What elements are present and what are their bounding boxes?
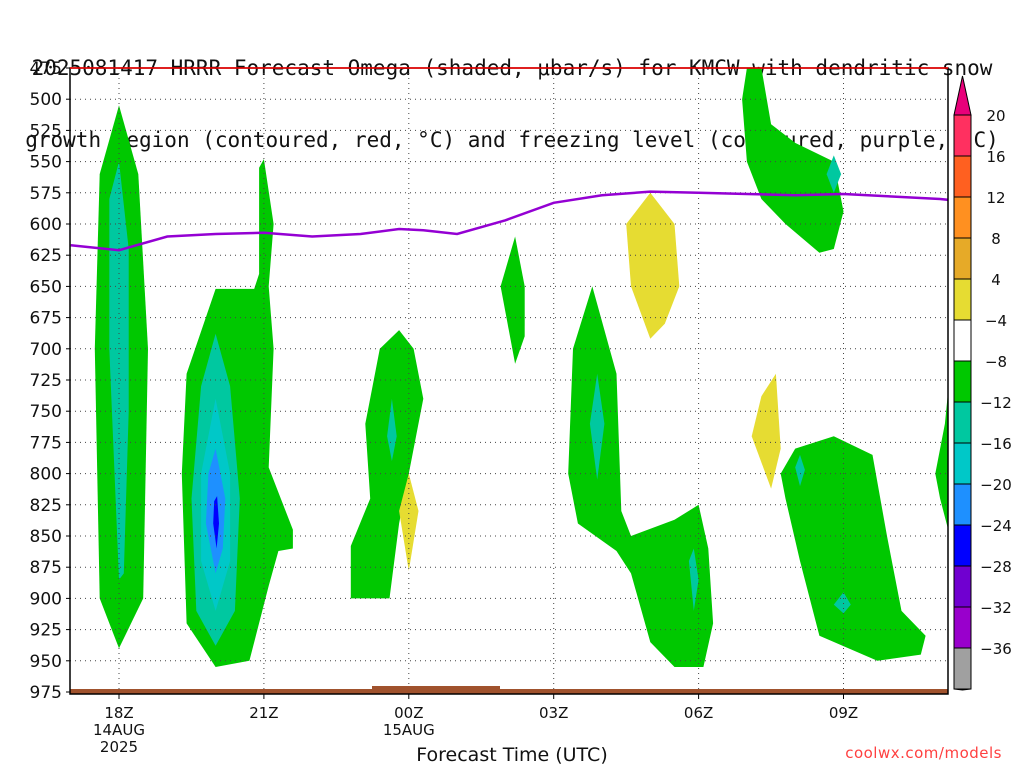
colorbar-box — [953, 524, 972, 567]
colorbar-label: −8 — [985, 353, 1007, 371]
x-tick-label: 18Z — [104, 704, 133, 722]
omega-region-green — [350, 330, 424, 599]
colorbar-label: 8 — [991, 230, 1001, 248]
x-tick-label: 03Z — [539, 704, 568, 722]
omega-region-green — [500, 236, 525, 364]
colorbar-box — [953, 114, 972, 157]
colorbar-box — [953, 196, 972, 239]
omega-region-teal — [833, 592, 851, 614]
colorbar-label: 20 — [986, 107, 1005, 125]
colorbar-box — [953, 483, 972, 526]
title-line-2: growth region (contoured, red, °C) and f… — [25, 128, 999, 152]
y-tick-label: 900 — [30, 589, 62, 609]
y-tick-label: 750 — [30, 402, 62, 422]
y-tick-label: 675 — [30, 309, 62, 329]
omega-region-darkblue — [213, 496, 219, 549]
omega-region-green — [568, 286, 714, 667]
colorbar-label: −24 — [980, 517, 1012, 535]
x-tick-label: 09Z — [829, 704, 858, 722]
x-tick-year: 2025 — [100, 738, 138, 756]
x-tick-date: 14AUG — [93, 721, 145, 739]
y-tick-label: 550 — [30, 153, 62, 173]
colorbar-box — [953, 237, 972, 280]
y-tick-label: 575 — [30, 184, 62, 204]
y-tick-label: 525 — [30, 121, 62, 141]
omega-region-green — [780, 436, 926, 661]
omega-region-yellow — [626, 192, 680, 339]
colorbar-box — [953, 278, 972, 321]
omega-region-teal — [795, 454, 805, 487]
colorbar-box — [953, 606, 972, 649]
colorbar-label: −36 — [980, 640, 1012, 658]
x-axis-label: Forecast Time (UTC) — [416, 744, 608, 766]
ground-surface-band — [70, 689, 948, 694]
colorbar-label: −28 — [980, 558, 1012, 576]
omega-region-teal — [387, 398, 397, 462]
y-tick-label: 500 — [30, 90, 62, 110]
omega-region-yellow — [399, 473, 419, 571]
colorbar-box — [953, 442, 972, 485]
omega-region-teal — [826, 155, 842, 193]
colorbar-box — [953, 647, 972, 690]
y-tick-label: 775 — [30, 433, 62, 453]
x-tick-label: 21Z — [249, 704, 278, 722]
y-tick-label: 975 — [30, 683, 62, 703]
y-tick-label: 800 — [30, 465, 62, 485]
colorbar-box — [953, 401, 972, 444]
x-tick-label: 06Z — [684, 704, 713, 722]
y-tick-label: 625 — [30, 246, 62, 266]
y-tick-label: 600 — [30, 215, 62, 235]
y-tick-label: 650 — [30, 277, 62, 297]
colorbar-box — [953, 155, 972, 198]
colorbar-top-arrow — [953, 75, 972, 116]
omega-region-teal — [589, 373, 605, 480]
colorbar-box — [953, 319, 972, 362]
colorbar-label: −4 — [985, 312, 1007, 330]
colorbar-box — [953, 360, 972, 403]
y-tick-label: 925 — [30, 621, 62, 641]
colorbar-label: 12 — [986, 189, 1005, 207]
colorbar-label: −12 — [980, 394, 1012, 412]
omega-region-teal — [109, 161, 129, 580]
omega-region-teal — [688, 548, 699, 611]
y-tick-label: 950 — [30, 652, 62, 672]
x-tick-label: 00Z — [394, 704, 423, 722]
ground-surface-bump — [372, 686, 500, 690]
y-tick-label: 825 — [30, 496, 62, 516]
y-tick-label: 475 — [30, 59, 62, 79]
omega-region-green — [742, 68, 844, 253]
colorbar-label: −20 — [980, 476, 1012, 494]
omega-region-yellow — [751, 373, 781, 489]
watermark: coolwx.com/models — [845, 744, 1002, 762]
x-tick-date: 15AUG — [383, 721, 435, 739]
colorbar-label: −16 — [980, 435, 1012, 453]
freezing-level-line — [70, 190, 948, 252]
colorbar-bottom-arrow — [953, 688, 972, 691]
y-tick-label: 725 — [30, 371, 62, 391]
colorbar-box — [953, 565, 972, 608]
y-tick-label: 850 — [30, 527, 62, 547]
colorbar-label: 16 — [986, 148, 1005, 166]
omega-region-green — [935, 392, 948, 530]
omega-shading — [94, 68, 948, 667]
colorbar-label: −32 — [980, 599, 1012, 617]
colorbar-label: 4 — [991, 271, 1001, 289]
y-tick-label: 700 — [30, 340, 62, 360]
y-tick-label: 875 — [30, 558, 62, 578]
